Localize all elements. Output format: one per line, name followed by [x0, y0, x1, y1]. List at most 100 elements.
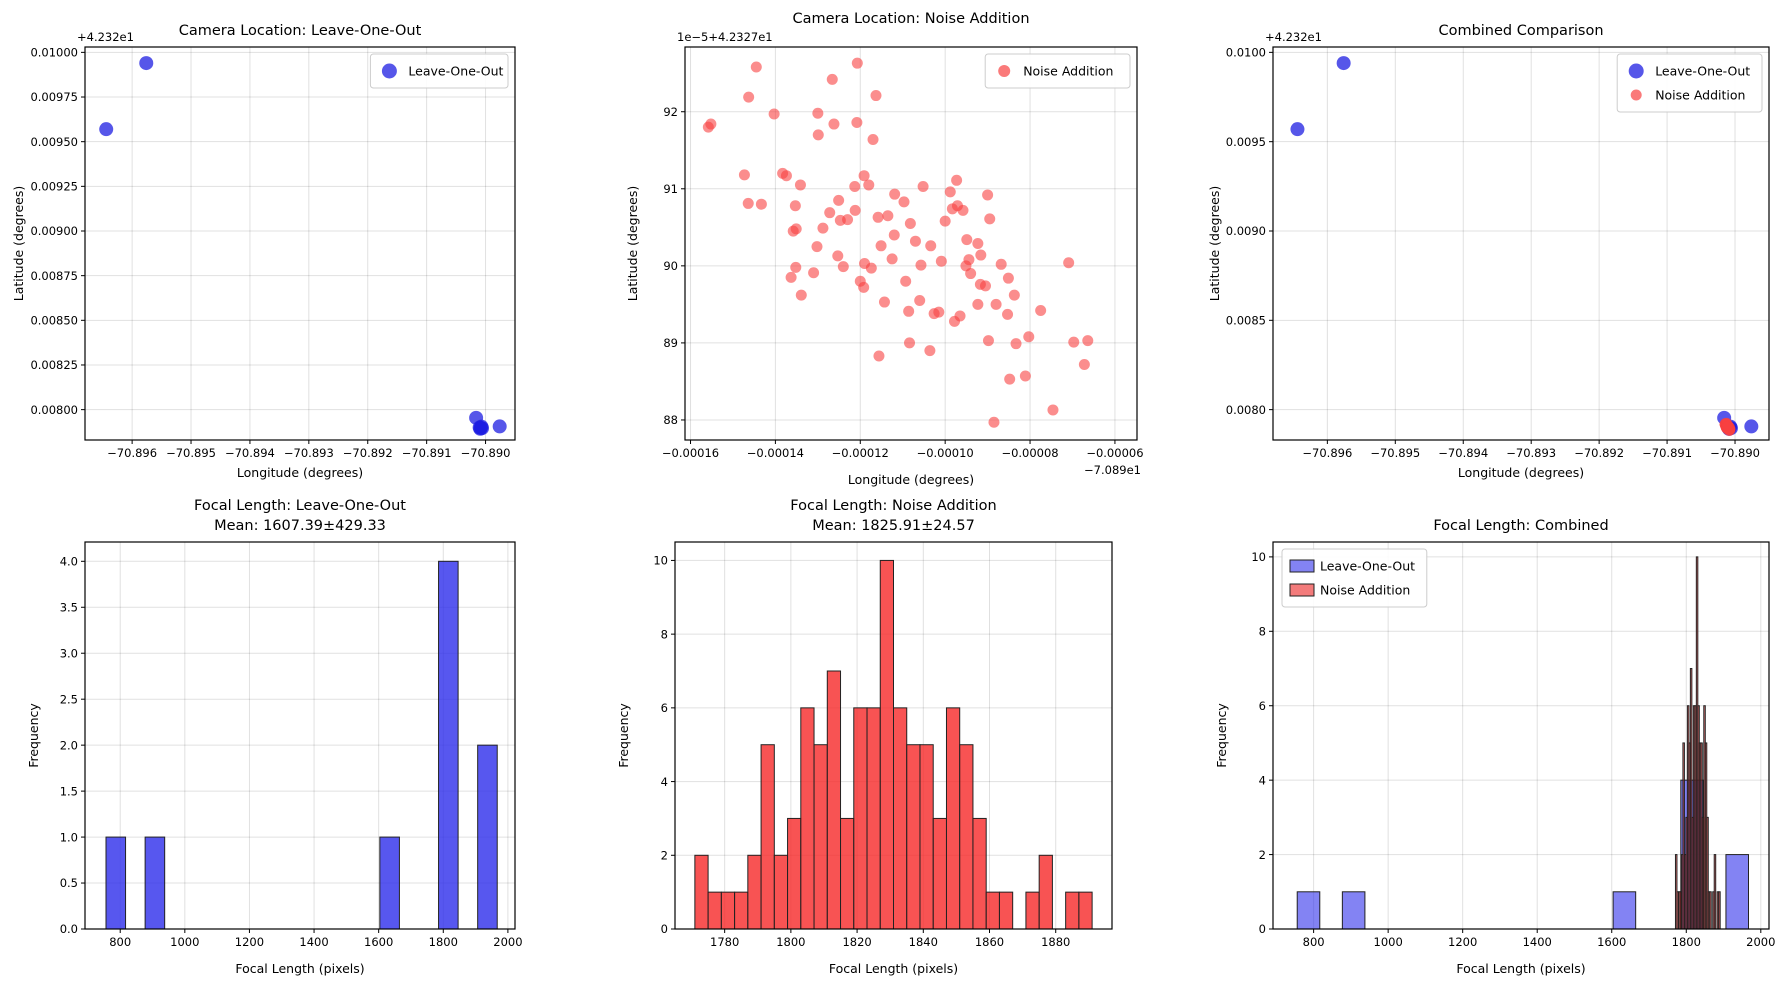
svg-text:1800: 1800	[429, 935, 458, 949]
svg-text:−70.891: −70.891	[1642, 446, 1692, 460]
svg-text:Noise Addition: Noise Addition	[1023, 63, 1113, 78]
svg-text:Noise Addition: Noise Addition	[1655, 87, 1745, 102]
subplot-camera-loo: −70.896 −70.895 −70.894 −70.893 −70.892 −70.8…	[0, 0, 596, 495]
subplot-focal-noise: 1780 1800 1820 1840 1860 1880 0 2 4 6 8 10 Focal Len…	[595, 495, 1191, 990]
svg-text:0.00825: 0.00825	[30, 358, 78, 372]
svg-text:Frequency: Frequency	[616, 703, 631, 768]
svg-text:1200: 1200	[1448, 935, 1477, 949]
svg-text:−0.00014: −0.00014	[747, 446, 804, 460]
svg-text:−70.893: −70.893	[284, 446, 334, 460]
camera-noise-chart: −0.00016 −0.00014 −0.00012 −0.00010 −0.00008…	[595, 0, 1191, 495]
svg-text:Latitude (degrees): Latitude (degrees)	[1207, 186, 1222, 302]
svg-text:4.0: 4.0	[60, 555, 78, 569]
svg-text:3.0: 3.0	[60, 646, 78, 660]
svg-text:1.0: 1.0	[60, 830, 78, 844]
svg-text:−0.00016: −0.00016	[662, 446, 719, 460]
svg-text:1840: 1840	[909, 935, 938, 949]
svg-text:91: 91	[663, 182, 678, 196]
svg-text:0: 0	[661, 922, 668, 936]
svg-text:Leave-One-Out: Leave-One-Out	[1655, 63, 1750, 78]
svg-text:Focal Length (pixels): Focal Length (pixels)	[235, 961, 364, 976]
svg-text:0.0095: 0.0095	[1226, 135, 1266, 149]
svg-text:Focal Length (pixels): Focal Length (pixels)	[829, 961, 958, 976]
svg-text:1780: 1780	[710, 935, 739, 949]
svg-text:−70.896: −70.896	[1302, 446, 1352, 460]
svg-text:1800: 1800	[1672, 935, 1701, 949]
svg-text:−70.890: −70.890	[461, 446, 511, 460]
svg-text:2: 2	[1259, 848, 1266, 862]
focal-combined-chart: 800 1000 1200 1400 1600 1800 2000 0 2 4 6 8 10 Focal …	[1191, 495, 1787, 990]
svg-text:1000: 1000	[170, 935, 199, 949]
svg-text:1880: 1880	[1041, 935, 1070, 949]
svg-text:92: 92	[663, 105, 678, 119]
svg-text:Mean: 1607.39±429.33: Mean: 1607.39±429.33	[214, 518, 386, 534]
svg-text:−70.891: −70.891	[402, 446, 452, 460]
svg-text:1600: 1600	[364, 935, 393, 949]
svg-text:1820: 1820	[842, 935, 871, 949]
svg-text:89: 89	[663, 336, 678, 350]
svg-text:2000: 2000	[493, 935, 522, 949]
svg-text:Longitude (degrees): Longitude (degrees)	[1458, 465, 1584, 480]
svg-text:1800: 1800	[776, 935, 805, 949]
svg-text:2.5: 2.5	[60, 692, 78, 706]
svg-text:8: 8	[661, 627, 668, 641]
svg-text:0.0090: 0.0090	[1226, 224, 1266, 238]
svg-text:Focal Length (pixels): Focal Length (pixels)	[1456, 961, 1585, 976]
svg-text:−0.00006: −0.00006	[1086, 446, 1143, 460]
svg-text:Mean: 1825.91±24.57: Mean: 1825.91±24.57	[812, 518, 975, 534]
svg-text:−0.00010: −0.00010	[917, 446, 974, 460]
svg-text:Frequency: Frequency	[1214, 703, 1229, 768]
subplot-focal-loo: 800 1000 1200 1400 1600 1800 2000 0.0 0.5 1.0 1.5 2…	[0, 495, 596, 990]
subplot-focal-combined: 800 1000 1200 1400 1600 1800 2000 0 2 4 6 8 10 Focal …	[1191, 495, 1787, 990]
svg-text:0.5: 0.5	[60, 876, 78, 890]
svg-text:1.5: 1.5	[60, 784, 78, 798]
svg-text:−0.00012: −0.00012	[832, 446, 889, 460]
svg-text:0.0: 0.0	[60, 922, 78, 936]
svg-text:10: 10	[653, 554, 668, 568]
svg-text:Latitude (degrees): Latitude (degrees)	[625, 186, 640, 302]
svg-text:Leave-One-Out: Leave-One-Out	[408, 63, 503, 78]
svg-text:0.00900: 0.00900	[30, 224, 78, 238]
svg-text:0.00950: 0.00950	[30, 135, 78, 149]
svg-text:0.0085: 0.0085	[1226, 314, 1266, 328]
svg-text:0.00850: 0.00850	[30, 314, 78, 328]
svg-text:1600: 1600	[1597, 935, 1626, 949]
svg-text:Camera Location: Noise Additio: Camera Location: Noise Addition	[792, 11, 1029, 27]
subplot-camera-noise: −0.00016 −0.00014 −0.00012 −0.00010 −0.00008…	[595, 0, 1191, 495]
subplot-combined-comparison: −70.896 −70.895 −70.894 −70.893 −70.892 −70.8…	[1191, 0, 1787, 495]
svg-text:Camera Location: Leave-One-Out: Camera Location: Leave-One-Out	[179, 23, 422, 39]
svg-text:Latitude (degrees): Latitude (degrees)	[11, 186, 26, 302]
svg-text:2.0: 2.0	[60, 738, 78, 752]
svg-text:−70.890: −70.890	[1710, 446, 1760, 460]
svg-text:6: 6	[1259, 699, 1266, 713]
svg-text:6: 6	[661, 701, 668, 715]
svg-text:800: 800	[1303, 935, 1325, 949]
svg-text:−70.892: −70.892	[343, 446, 393, 460]
svg-text:Combined Comparison: Combined Comparison	[1438, 23, 1603, 39]
svg-text:Noise Addition: Noise Addition	[1320, 582, 1410, 597]
svg-text:Focal Length: Noise Addition: Focal Length: Noise Addition	[790, 498, 996, 514]
svg-text:90: 90	[663, 259, 678, 273]
svg-text:−70.895: −70.895	[1370, 446, 1420, 460]
svg-text:−70.892: −70.892	[1574, 446, 1624, 460]
svg-text:−70.893: −70.893	[1506, 446, 1556, 460]
combined-comparison-chart: −70.896 −70.895 −70.894 −70.893 −70.892 −70.8…	[1191, 0, 1787, 495]
svg-text:−7.089e1: −7.089e1	[1084, 463, 1141, 477]
camera-loo-chart: −70.896 −70.895 −70.894 −70.893 −70.892 −70.8…	[0, 0, 596, 495]
svg-text:Frequency: Frequency	[26, 703, 41, 768]
svg-text:3.5: 3.5	[60, 600, 78, 614]
svg-text:Focal Length: Combined: Focal Length: Combined	[1433, 518, 1608, 534]
svg-text:0.0100: 0.0100	[1226, 46, 1266, 60]
svg-text:2000: 2000	[1746, 935, 1775, 949]
svg-text:10: 10	[1251, 550, 1266, 564]
svg-text:1000: 1000	[1374, 935, 1403, 949]
svg-text:+4.232e1: +4.232e1	[77, 30, 134, 44]
svg-text:Leave-One-Out: Leave-One-Out	[1320, 558, 1415, 573]
svg-text:8: 8	[1259, 625, 1266, 639]
svg-text:1e−5+4.2327e1: 1e−5+4.2327e1	[677, 30, 773, 44]
svg-text:0.00975: 0.00975	[30, 90, 78, 104]
svg-text:0.00800: 0.00800	[30, 403, 78, 417]
svg-text:Longitude (degrees): Longitude (degrees)	[237, 465, 363, 480]
svg-text:0.0080: 0.0080	[1226, 403, 1266, 417]
